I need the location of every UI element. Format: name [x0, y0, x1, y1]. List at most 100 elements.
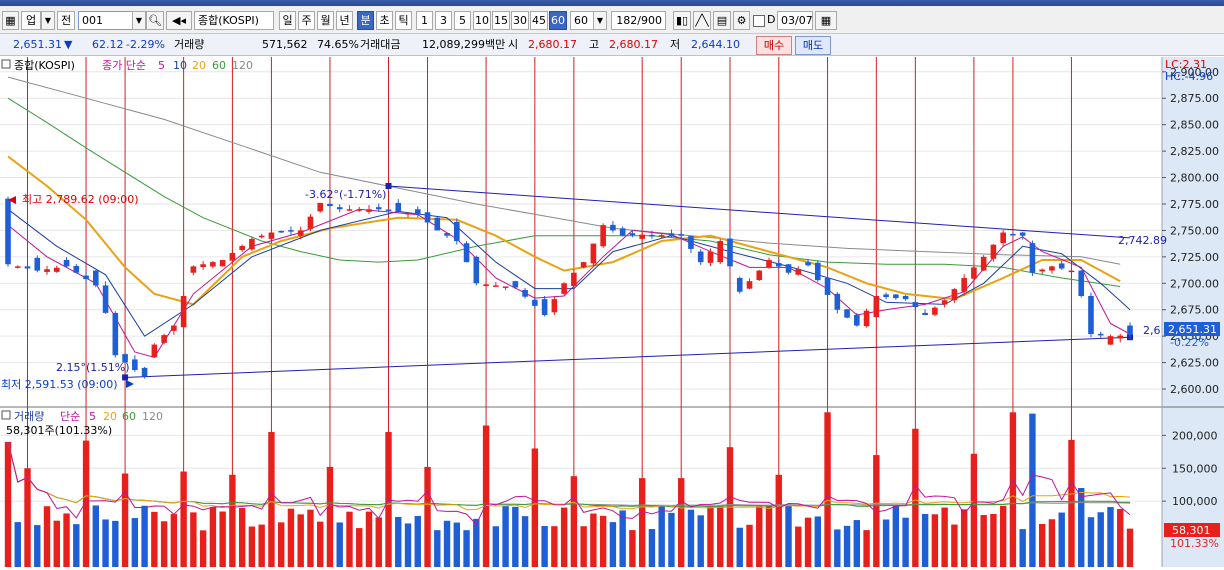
- volume-bar: [473, 518, 480, 567]
- interval-5[interactable]: 5: [454, 11, 471, 30]
- candle-body: [649, 234, 655, 237]
- volume-bar: [317, 521, 324, 567]
- volume-bar: [921, 513, 929, 567]
- volume-bar: [775, 474, 782, 567]
- amount-value: 12,089,299백만: [422, 38, 506, 51]
- candle-body: [854, 315, 860, 326]
- interval-1[interactable]: 1: [416, 11, 433, 30]
- volume-bar: [551, 526, 558, 567]
- period-tick[interactable]: 틱: [395, 11, 412, 30]
- line-draw-icon[interactable]: ╱╲: [693, 11, 711, 30]
- volume-ma20-line: [7, 441, 1131, 511]
- candle-type-icon[interactable]: ▮▯: [673, 11, 691, 30]
- current-price: 2,651.31: [13, 38, 62, 51]
- candle-body: [151, 344, 158, 358]
- ma-legend-60: 60: [212, 59, 226, 72]
- candle-body: [454, 221, 460, 241]
- volume-bar: [648, 529, 656, 567]
- buy-button[interactable]: 매수: [756, 36, 792, 55]
- code-input[interactable]: 001: [78, 11, 134, 30]
- ma20-line: [7, 155, 1121, 306]
- volume-bar: [999, 505, 1007, 567]
- period-year[interactable]: 년: [336, 11, 353, 30]
- volume-bar: [219, 511, 226, 567]
- candle-body: [1058, 263, 1065, 269]
- interval-dropdown-arrow[interactable]: ▼: [593, 11, 607, 30]
- indicator-icon[interactable]: ▤: [713, 11, 731, 30]
- volume-bar: [570, 476, 578, 567]
- volume-bar: [53, 520, 60, 567]
- search-icon[interactable]: 🔍︎: [146, 11, 164, 30]
- candle-body: [375, 207, 382, 210]
- interval-60[interactable]: 60: [549, 11, 567, 30]
- candle-body: [395, 202, 402, 212]
- interval-10[interactable]: 10: [473, 11, 491, 30]
- d-label: D: [767, 13, 776, 26]
- speaker-icon[interactable]: ◀◂: [166, 11, 192, 30]
- volume-bar: [414, 515, 421, 567]
- candle-body: [444, 233, 450, 236]
- grid-icon[interactable]: ▦: [2, 11, 19, 30]
- interval-3[interactable]: 3: [435, 11, 452, 30]
- volume-bar: [63, 513, 70, 567]
- candle-body: [5, 198, 11, 265]
- interval-30[interactable]: 30: [511, 11, 529, 30]
- volume-bar: [443, 520, 451, 567]
- volume-bar: [609, 522, 617, 567]
- period-day[interactable]: 일: [279, 11, 296, 30]
- trend-top-label: -3.62°(-1.71%): [305, 188, 386, 201]
- current-change-tag: -0.22%: [1170, 336, 1209, 349]
- volume-panel-collapse-icon[interactable]: [1, 410, 11, 420]
- candle-body: [122, 354, 128, 363]
- candle-body: [727, 238, 733, 267]
- market-dropdown-arrow[interactable]: ▼: [41, 11, 55, 30]
- candle-body: [551, 299, 558, 313]
- code-dropdown-arrow[interactable]: ▼: [132, 11, 146, 30]
- candle-body: [1019, 232, 1026, 236]
- candle-body: [717, 240, 724, 263]
- candle-body: [307, 216, 314, 229]
- date-checkbox[interactable]: [753, 15, 765, 27]
- sell-button[interactable]: 매도: [795, 36, 831, 55]
- period-minute[interactable]: 분: [357, 11, 374, 30]
- interval-select[interactable]: 60: [570, 11, 594, 30]
- ma-legend-120: 120: [232, 59, 253, 72]
- candle-body: [951, 289, 958, 301]
- period-month[interactable]: 월: [317, 11, 334, 30]
- volume-ma-120: 120: [142, 410, 163, 423]
- volume-bar: [1058, 512, 1065, 567]
- candle-body: [414, 209, 421, 215]
- volume-label: 거래량: [174, 38, 205, 51]
- price-tick-label: 2,850.00: [1170, 119, 1219, 132]
- candle-body: [278, 230, 284, 233]
- candle-body: [600, 225, 606, 247]
- candle-body: [336, 207, 343, 210]
- chart-area[interactable]: 2,600.00 2,625.00 2,650.00 2,675.00 2,700.00…: [0, 57, 1224, 567]
- interval-45[interactable]: 45: [530, 11, 548, 30]
- market-selector[interactable]: 업: [21, 11, 41, 30]
- volume-bar: [482, 425, 490, 567]
- volume-bar: [912, 428, 919, 567]
- candle-body: [434, 217, 441, 231]
- volume-bar: [843, 525, 851, 567]
- interval-15[interactable]: 15: [492, 11, 510, 30]
- candle-body: [24, 266, 31, 269]
- date-input[interactable]: 03/07: [777, 11, 813, 30]
- calendar-icon[interactable]: ▦: [815, 11, 837, 30]
- candle-body: [366, 209, 372, 212]
- price-tick-label: 2,775.00: [1170, 198, 1219, 211]
- candle-body: [922, 312, 928, 316]
- prev-button[interactable]: 전: [57, 11, 75, 30]
- period-week[interactable]: 주: [298, 11, 315, 30]
- volume-ma5-line: [7, 441, 1131, 526]
- period-second[interactable]: 초: [376, 11, 393, 30]
- candle-body: [297, 230, 304, 236]
- volume-bar: [638, 478, 646, 567]
- volume-axis: 100,000 150,000 200,000: [1162, 429, 1218, 508]
- settings-gear-icon[interactable]: ⚙: [733, 11, 750, 30]
- price-tick-label: 2,800.00: [1170, 172, 1219, 185]
- low-value: 2,644.10: [691, 38, 740, 51]
- panel-collapse-icon[interactable]: [1, 59, 11, 69]
- chart-svg[interactable]: 2,600.002,625.002,650.002,675.002,700.00…: [0, 57, 1224, 567]
- bar-count-field[interactable]: 182/900: [611, 11, 666, 30]
